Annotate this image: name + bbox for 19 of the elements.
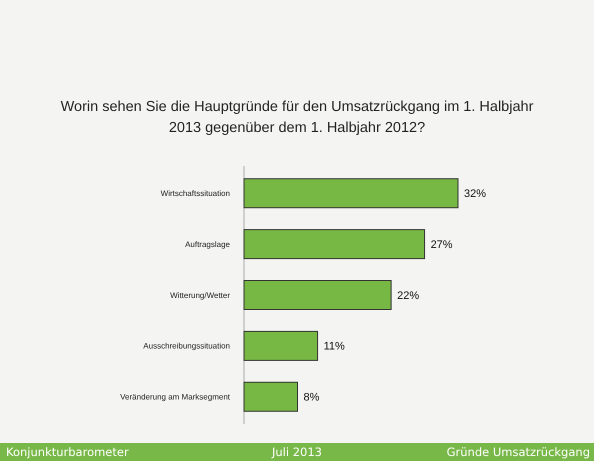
bar <box>244 229 426 260</box>
y-tick-label: Ausschreibungssituation <box>143 342 230 351</box>
y-tick-label: Wirtschaftssituation <box>160 189 230 198</box>
chart-title: Worin sehen Sie die Hauptgründe für den Umsatzrückgang im 1. Halbjahr 2013 gegenüber dem 1. Halbjahr 2012? <box>60 99 534 136</box>
bar <box>244 280 392 310</box>
text: Konjunkturbarometer <box>6 445 129 459</box>
text: Juli 2013 <box>271 445 322 459</box>
bar <box>244 178 458 208</box>
data-label: 32% <box>464 188 486 200</box>
data-label: 22% <box>397 290 420 302</box>
y-tick-label: Witterung/Wetter <box>170 290 230 300</box>
y-tick-label: Auftragslage <box>185 240 231 249</box>
text: Gründe Umsatzrückgang <box>446 445 590 459</box>
data-label: 27% <box>430 238 453 251</box>
bar <box>244 330 318 361</box>
y-tick-label: Veränderung am Marksegment <box>120 392 231 402</box>
bar <box>244 382 298 412</box>
data-label: 11% <box>324 340 345 353</box>
data-label: 8% <box>304 392 320 404</box>
